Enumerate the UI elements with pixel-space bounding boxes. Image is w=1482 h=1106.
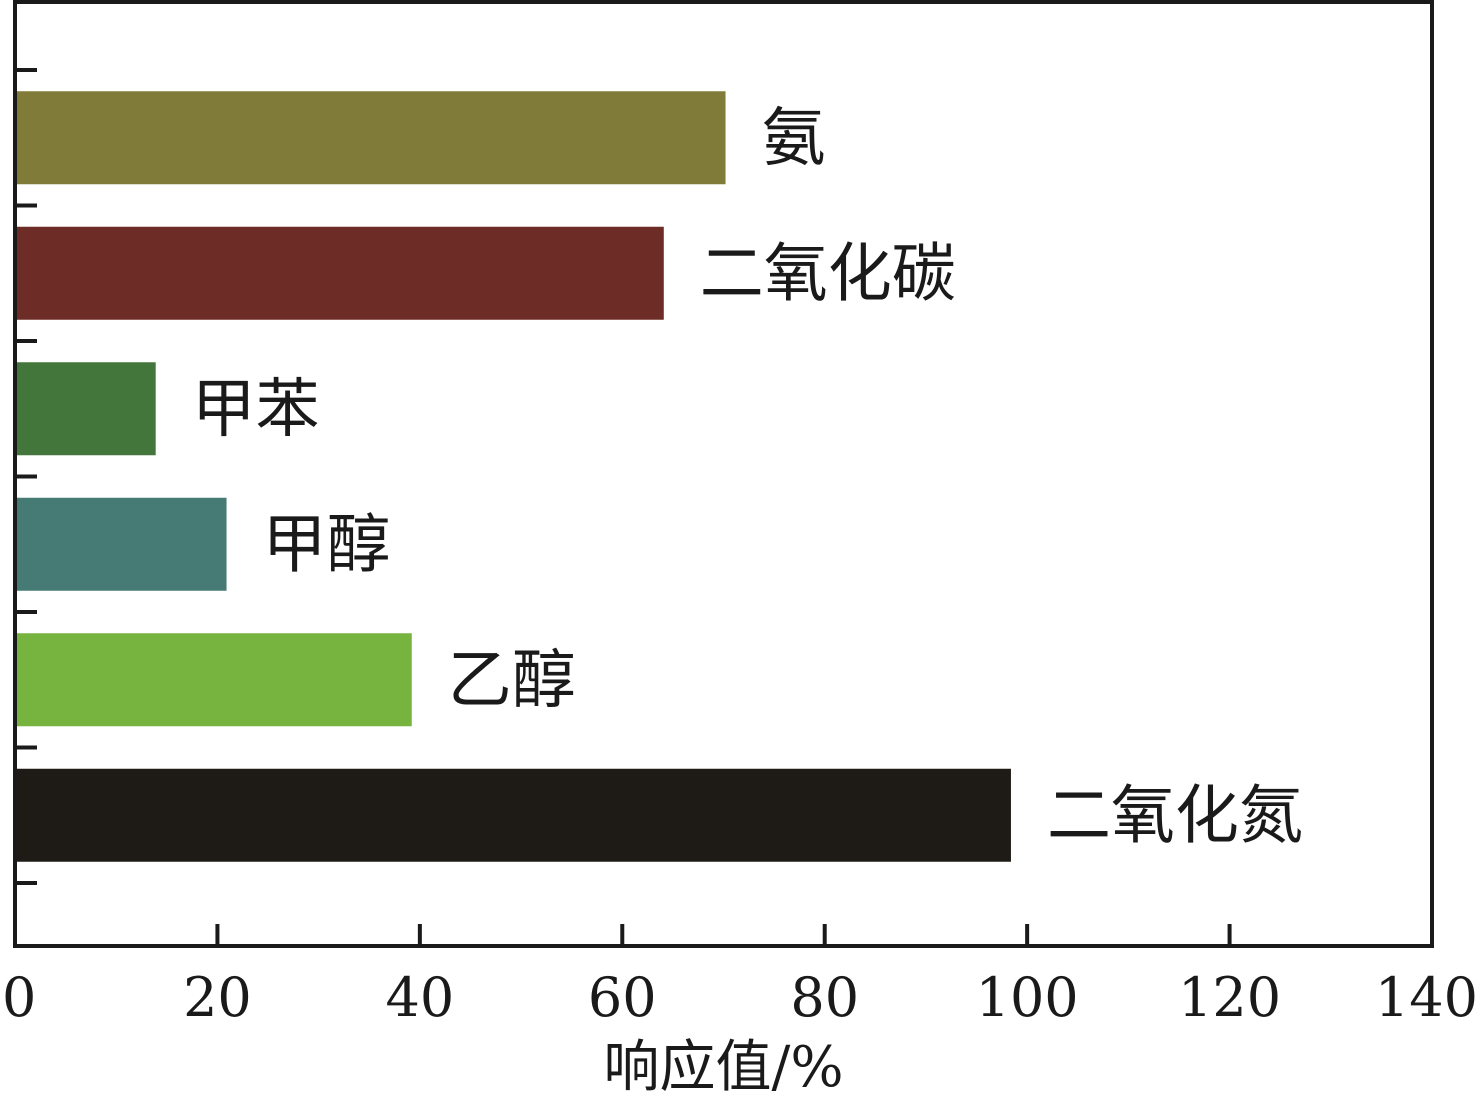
bar-5: [15, 768, 1011, 862]
bar-label-1: 二氧化碳: [700, 237, 956, 311]
bar-label-2: 甲苯: [192, 373, 320, 447]
bar-4: [15, 633, 412, 727]
bar-0: [15, 91, 726, 185]
x-tick-label-4: 80: [790, 966, 859, 1029]
x-tick-label-5: 100: [976, 966, 1079, 1029]
bars-group: [15, 91, 1011, 862]
x-ticks-group: [215, 924, 1232, 946]
y-ticks-group: [15, 68, 37, 885]
bar-label-5: 二氧化氮: [1047, 779, 1303, 853]
x-tick-label-1: 20: [183, 966, 252, 1029]
bar-3: [15, 497, 227, 591]
x-axis-title: 响应值/%: [603, 1035, 843, 1100]
x-tick-label-0: 0: [2, 966, 36, 1029]
bar-2: [15, 362, 156, 456]
x-tick-label-2: 40: [385, 966, 454, 1029]
x-tick-label-6: 120: [1178, 966, 1281, 1029]
bar-label-0: 氨: [762, 102, 826, 176]
x-tick-label-7: 140: [1375, 966, 1478, 1029]
bar-1: [15, 226, 664, 320]
x-tick-labels-group: 0 20 40 60 80 100 120 140: [2, 966, 1478, 1029]
plot-frame: [13, 0, 1434, 948]
bar-label-3: 甲醇: [263, 508, 391, 582]
bar-label-4: 乙醇: [448, 644, 576, 718]
x-tick-label-3: 60: [588, 966, 657, 1029]
